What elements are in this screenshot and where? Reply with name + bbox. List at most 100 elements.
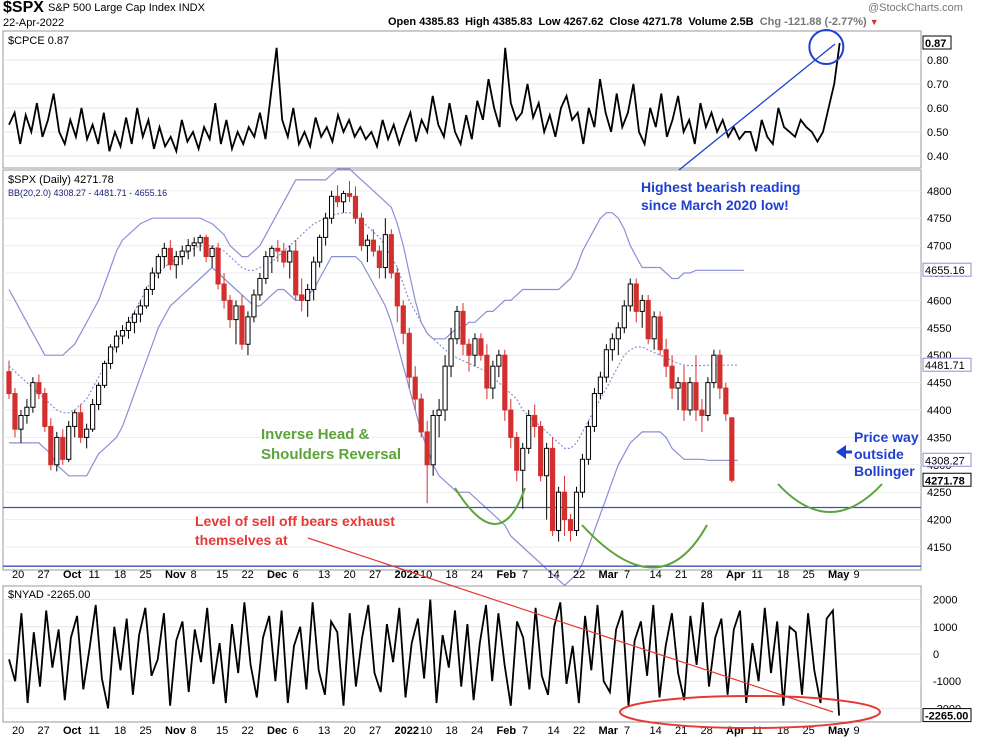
- candle-body: [460, 310, 466, 345]
- candle-body: [400, 305, 406, 334]
- candle-body: [18, 414, 24, 430]
- panel-frame-0: [2, 30, 922, 169]
- candle-body: [191, 242, 197, 247]
- candle-body: [639, 299, 645, 312]
- nyad-tick-label: 2000: [933, 595, 957, 607]
- candle-body: [281, 250, 287, 263]
- xaxis-label: 14: [548, 569, 560, 581]
- candle-body: [269, 247, 275, 258]
- candle-body: [717, 354, 723, 389]
- xaxis-label: 15: [216, 725, 228, 737]
- candle-body: [233, 305, 239, 321]
- panel-frame-1: [2, 169, 922, 571]
- spx-tick-label: 4250: [927, 487, 951, 499]
- candle-body: [705, 382, 711, 416]
- candle-body: [585, 425, 592, 460]
- nyad-last-badge: [922, 708, 972, 723]
- xaxis-label: 24: [471, 725, 483, 737]
- candle-body: [305, 288, 311, 301]
- candle-body: [185, 245, 191, 252]
- candle-body: [54, 436, 60, 466]
- xaxis-label: 18: [114, 725, 126, 737]
- nyad-highlight-ellipse: [619, 695, 881, 729]
- spx-tick-label: 4150: [927, 542, 951, 554]
- candle-body: [382, 234, 388, 269]
- candle-body: [496, 354, 502, 367]
- candle-body: [113, 335, 120, 348]
- candle-body: [119, 330, 126, 337]
- xaxis-label: 20: [344, 569, 356, 581]
- xaxis-label: 14: [650, 569, 662, 581]
- xaxis-label: 2022: [395, 725, 419, 737]
- xaxis-label: 8: [191, 725, 197, 737]
- candle-body: [621, 305, 627, 329]
- xaxis-label: 20: [12, 569, 24, 581]
- candle-body: [550, 447, 556, 532]
- xaxis-label: May: [828, 725, 850, 737]
- xaxis-label: 6: [293, 569, 299, 581]
- xaxis-label: 27: [38, 725, 50, 737]
- cpce-tick-label: 0.60: [927, 103, 948, 115]
- candle-body: [526, 414, 532, 449]
- candle-body: [603, 349, 609, 378]
- candle-body: [90, 404, 96, 430]
- candle-body: [430, 414, 436, 466]
- xaxis-label: Dec: [267, 725, 287, 737]
- xaxis-label: 21: [675, 569, 687, 581]
- candle-body: [502, 354, 508, 411]
- spx-tick-label: 4800: [927, 186, 951, 198]
- cpce-last-value: 0.87: [925, 38, 946, 50]
- change-value: -121.88 (-2.77%): [784, 16, 867, 28]
- xaxis-label: Feb: [497, 569, 517, 581]
- xaxis-label: 25: [803, 725, 815, 737]
- candle-body: [532, 414, 538, 427]
- high-value: 4385.83: [492, 16, 533, 28]
- candle-body: [299, 294, 305, 301]
- xaxis-label: 22: [242, 725, 254, 737]
- spx-tick-label: 4400: [927, 405, 951, 417]
- xaxis-label: Oct: [63, 569, 82, 581]
- nyad-tick-label: -1000: [933, 676, 961, 688]
- candle-body: [663, 349, 669, 367]
- candle-body: [328, 195, 335, 219]
- candle-body: [30, 382, 36, 408]
- candle-body: [125, 321, 132, 332]
- candle-body: [472, 338, 478, 356]
- bearish-trendline: [678, 43, 836, 171]
- candle-body: [334, 195, 341, 203]
- chart-date: 22-Apr-2022: [3, 17, 65, 29]
- xaxis-label: Apr: [726, 725, 746, 737]
- candle-body: [107, 346, 114, 364]
- xaxis-label: 11: [89, 725, 100, 737]
- candle-body: [358, 217, 365, 247]
- candle-body: [544, 447, 550, 477]
- xaxis-label: 6: [293, 725, 299, 737]
- xaxis-label: 15: [216, 569, 228, 581]
- candle-body: [645, 299, 651, 340]
- xaxis-label: 7: [522, 569, 528, 581]
- candle-body: [72, 412, 78, 427]
- xaxis-label: 9: [854, 569, 860, 581]
- xaxis-label: 9: [854, 725, 860, 737]
- cpce-tick-label: 0.80: [927, 55, 948, 67]
- candle-body: [412, 376, 418, 400]
- xaxis-label: 27: [38, 569, 50, 581]
- candle-body: [66, 425, 72, 460]
- candle-body: [514, 436, 520, 471]
- candle-body: [239, 305, 245, 345]
- xaxis-label: 22: [573, 725, 585, 737]
- candle-body: [317, 236, 323, 263]
- nyad-line: [8, 599, 840, 716]
- candle-body: [340, 193, 347, 203]
- candle-body: [615, 327, 621, 340]
- candle-body: [311, 261, 317, 290]
- xaxis-label: 27: [369, 725, 381, 737]
- down-arrow-icon: ▼: [869, 17, 879, 27]
- spx-price-label: 4308.27: [925, 455, 965, 467]
- candle-body: [657, 316, 663, 351]
- candle-body: [699, 409, 705, 416]
- xaxis-label: Feb: [497, 725, 517, 737]
- xaxis-label: 22: [573, 569, 585, 581]
- candle-body: [203, 236, 209, 258]
